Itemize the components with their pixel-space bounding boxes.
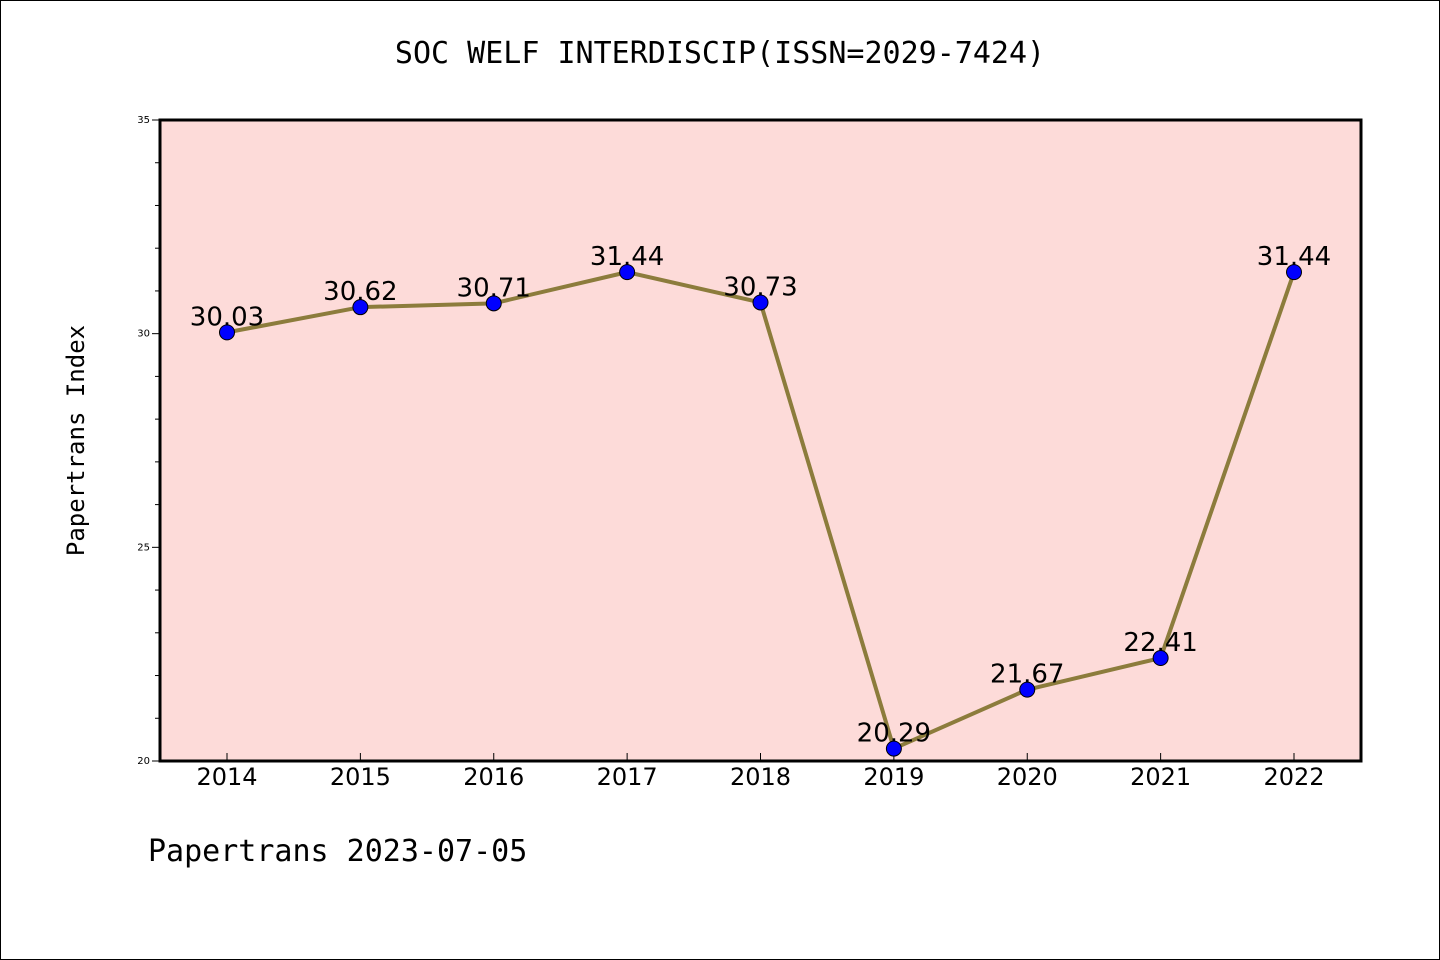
data-point — [752, 294, 769, 311]
data-label: 31.44 — [1257, 242, 1331, 272]
data-label: 20.29 — [857, 719, 931, 749]
data-label: 30.71 — [457, 273, 531, 303]
data-label: 22.41 — [1123, 628, 1197, 658]
footer-credit: Papertrans 2023-07-05 — [148, 834, 528, 869]
data-point — [485, 295, 502, 312]
data-point — [219, 324, 235, 341]
y-axis: 20 25 30 35 — [137, 115, 160, 767]
y-tick-label: 35 — [137, 115, 150, 126]
x-tick-label: 2021 — [1130, 763, 1191, 791]
data-point — [1286, 264, 1302, 281]
x-tick-label: 2015 — [330, 763, 391, 791]
x-tick-label: 2022 — [1263, 763, 1324, 791]
x-tick-label: 2018 — [730, 763, 791, 791]
data-label: 30.03 — [190, 302, 264, 332]
x-tick-label: 2017 — [597, 763, 658, 791]
data-point — [1019, 681, 1036, 698]
data-label: 30.62 — [323, 277, 397, 307]
data-point — [1152, 650, 1169, 667]
x-tick-label: 2014 — [196, 763, 257, 791]
x-tick-label: 2019 — [863, 763, 924, 791]
y-axis-label: Papertrans Index — [62, 325, 90, 556]
y-tick-label: 20 — [137, 756, 150, 767]
data-label: 21.67 — [990, 660, 1064, 690]
plot-area — [158, 118, 1363, 763]
data-points — [219, 264, 1302, 757]
data-point — [619, 264, 636, 281]
y-tick-label: 30 — [137, 329, 150, 340]
data-label: 31.44 — [590, 242, 664, 272]
data-labels: 30.03 30.62 30.71 31.44 30.73 20.29 21.67 22.41… — [190, 242, 1331, 748]
data-label: 30.73 — [723, 272, 797, 302]
y-tick-label: 25 — [137, 542, 150, 553]
x-tick-label: 2020 — [997, 763, 1058, 791]
x-axis: 2014 2015 2016 2017 2018 2019 2020 2021 2022 — [196, 753, 1325, 791]
data-point — [885, 740, 902, 757]
chart-title: SOC WELF INTERDISCIP(ISSN=2029-7424) — [394, 36, 1046, 71]
data-point — [352, 299, 369, 316]
x-tick-label: 2016 — [463, 763, 524, 791]
